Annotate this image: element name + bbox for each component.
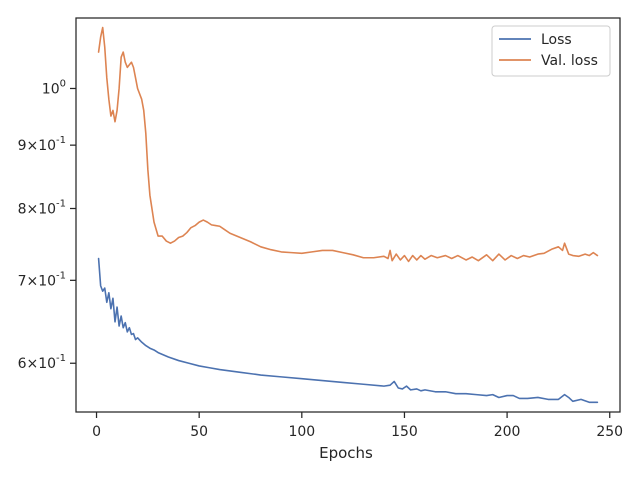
y-tick-label: 8×10-1 — [18, 199, 66, 218]
series-layer — [97, 26, 599, 404]
series-line-loss — [97, 257, 599, 404]
x-tick-label: 250 — [596, 424, 623, 440]
x-tick-label: 0 — [92, 424, 101, 440]
legend: Loss Val. loss — [491, 25, 611, 77]
x-tick-label: 150 — [391, 424, 418, 440]
y-tick-label: 7×10-1 — [18, 270, 66, 289]
plot-frame — [75, 17, 621, 413]
x-axis-label: Epochs — [319, 444, 373, 462]
x-tick-label: 100 — [288, 424, 315, 440]
x-tick-label: 50 — [190, 424, 208, 440]
tick-layer: 0 50 100 150 200 250 100 9×10-1 8×10-1 7×10-1 6×10… — [18, 78, 624, 440]
legend-label-val-loss: Val. loss — [541, 53, 598, 69]
series-line-val-loss — [97, 26, 599, 263]
legend-label-loss: Loss — [541, 32, 572, 48]
x-tick-label: 200 — [494, 424, 521, 440]
y-tick-label: 9×10-1 — [18, 135, 66, 154]
y-tick-label: 100 — [42, 78, 66, 97]
y-tick-label: 6×10-1 — [18, 353, 66, 372]
